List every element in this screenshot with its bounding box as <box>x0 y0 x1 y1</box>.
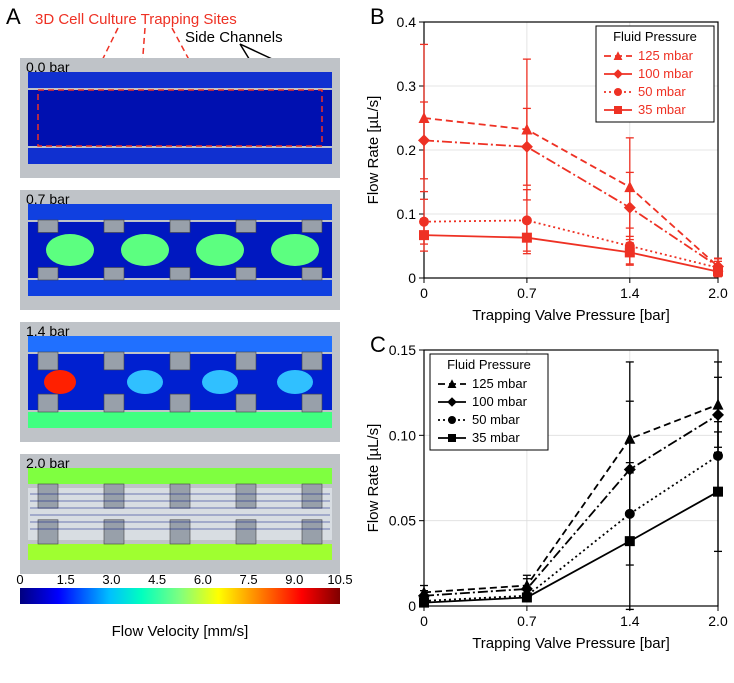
svg-text:Trapping Valve Pressure [bar]: Trapping Valve Pressure [bar] <box>472 635 670 652</box>
colorbar-ticks: 0 1.5 3.0 4.5 6.0 7.5 9.0 10.5 <box>16 572 352 587</box>
svg-text:2.0: 2.0 <box>708 613 728 629</box>
pressure-label: 0.7 bar <box>26 191 70 207</box>
svg-text:0.10: 0.10 <box>389 427 416 443</box>
trapping-sites-label: 3D Cell Culture Trapping Sites <box>35 11 237 28</box>
svg-text:9.0: 9.0 <box>285 572 303 587</box>
svg-text:0.2: 0.2 <box>397 142 417 158</box>
panel-a: 3D Cell Culture Trapping Sites Side Chan… <box>0 0 360 640</box>
side-channels-label: Side Channels <box>185 29 283 46</box>
svg-text:0: 0 <box>408 598 416 614</box>
colorbar <box>20 588 340 604</box>
svg-text:Flow Rate [µL/s]: Flow Rate [µL/s] <box>365 96 382 205</box>
svg-text:35 mbar: 35 mbar <box>472 430 520 445</box>
panel-b-chart: 0 0.7 1.4 2.0 0 0.1 0.2 0.3 0.4 Trapping Valve Pr… <box>360 10 732 330</box>
svg-text:6.0: 6.0 <box>194 572 212 587</box>
svg-text:1.5: 1.5 <box>57 572 75 587</box>
svg-text:10.5: 10.5 <box>327 572 352 587</box>
svg-text:125 mbar: 125 mbar <box>472 376 528 391</box>
svg-text:100 mbar: 100 mbar <box>472 394 528 409</box>
pressure-label: 2.0 bar <box>26 455 70 471</box>
svg-text:1.4: 1.4 <box>620 613 640 629</box>
svg-text:7.5: 7.5 <box>240 572 258 587</box>
svg-text:0.1: 0.1 <box>397 206 417 222</box>
svg-text:35 mbar: 35 mbar <box>638 102 686 117</box>
svg-text:Fluid Pressure: Fluid Pressure <box>447 357 531 372</box>
svg-text:0: 0 <box>420 285 428 301</box>
svg-text:0: 0 <box>16 572 23 587</box>
svg-text:0.7: 0.7 <box>517 285 537 301</box>
svg-text:0.3: 0.3 <box>397 78 417 94</box>
svg-text:0.4: 0.4 <box>397 14 417 30</box>
sim-panels: 0.0 bar 0.7 bar 1.4 bar 2.0 bar <box>20 58 340 574</box>
svg-text:Flow Rate [µL/s]: Flow Rate [µL/s] <box>365 424 382 533</box>
svg-text:0.05: 0.05 <box>389 513 416 529</box>
svg-text:50 mbar: 50 mbar <box>472 412 520 427</box>
svg-text:100 mbar: 100 mbar <box>638 66 694 81</box>
svg-text:1.4: 1.4 <box>620 285 640 301</box>
svg-text:0: 0 <box>408 270 416 286</box>
svg-text:4.5: 4.5 <box>148 572 166 587</box>
svg-text:50 mbar: 50 mbar <box>638 84 686 99</box>
pressure-label: 1.4 bar <box>26 323 70 339</box>
svg-text:125 mbar: 125 mbar <box>638 48 694 63</box>
colorbar-title: Flow Velocity [mm/s] <box>112 623 249 640</box>
svg-text:0: 0 <box>420 613 428 629</box>
panel-c-chart: 0 0.7 1.4 2.0 0 0.05 0.10 0.15 Trapping Valve Pr… <box>360 338 732 658</box>
svg-text:3.0: 3.0 <box>102 572 120 587</box>
pressure-label: 0.0 bar <box>26 59 70 75</box>
svg-text:Fluid Pressure: Fluid Pressure <box>613 29 697 44</box>
svg-text:0.7: 0.7 <box>517 613 537 629</box>
svg-text:Trapping Valve Pressure [bar]: Trapping Valve Pressure [bar] <box>472 307 670 324</box>
svg-text:2.0: 2.0 <box>708 285 728 301</box>
svg-text:0.15: 0.15 <box>389 342 416 358</box>
